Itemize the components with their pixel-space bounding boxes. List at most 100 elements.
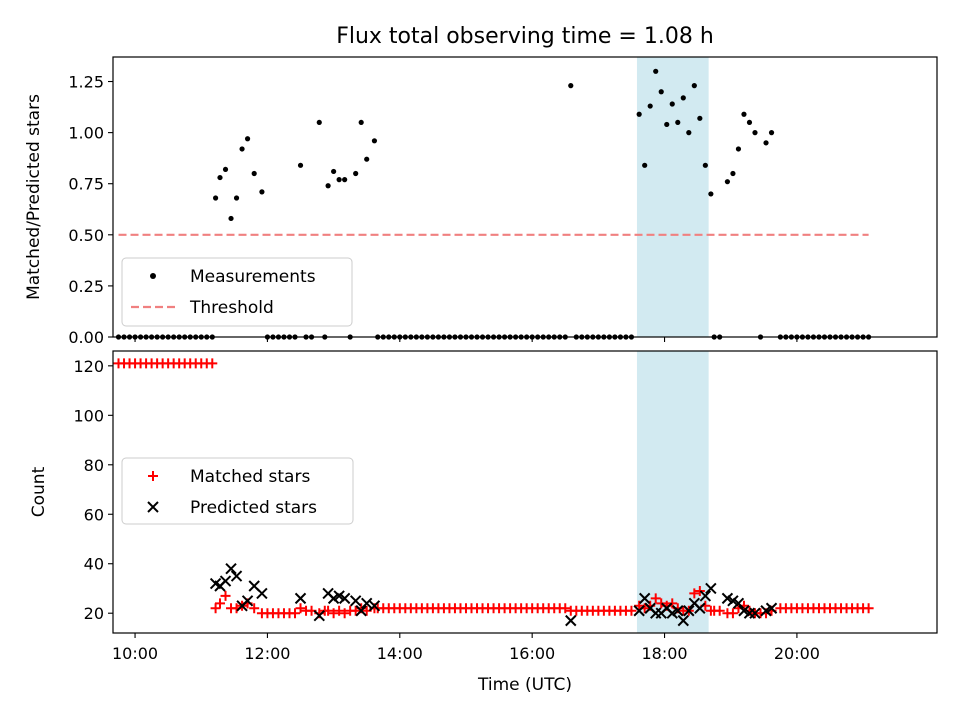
matched-stars-point-40 [334, 605, 345, 616]
measurements-point-5 [239, 146, 245, 152]
measurements-point-4 [233, 195, 240, 201]
predicted-stars-point-2 [219, 575, 232, 587]
bottom-y-tick-label-1: 40 [84, 555, 104, 574]
matched-stars-point-20 [220, 590, 231, 601]
x-tick-label-5: 20:00 [774, 644, 820, 663]
measurements-point-28 [680, 95, 686, 101]
predicted-stars-point-31 [694, 602, 706, 614]
matched-stars-point-109 [714, 605, 725, 616]
bottom-y-tick-label-2: 60 [84, 505, 104, 524]
measurements-point-2 [222, 166, 229, 173]
predicted-stars-point-3 [225, 562, 237, 575]
legend-threshold-label: Threshold [189, 298, 274, 318]
matched-stars-point-81 [560, 603, 571, 614]
top-y-axis-label: Matched/Predicted stars [24, 94, 44, 300]
predicted-stars-point-4 [230, 570, 243, 582]
top-subplot: 0.00 0.25 0.50 0.75 1.00 1.25 Matched/Predict… [24, 56, 938, 347]
predicted-stars-point-20 [633, 605, 645, 617]
matched-stars-point-94 [634, 600, 645, 611]
predicted-stars-point-27 [672, 605, 684, 617]
measurements-point-0 [212, 195, 219, 201]
measurements-point-29 [686, 130, 692, 136]
bottom-y-axis-label: Count [29, 466, 49, 517]
predicted-stars-point-28 [677, 614, 689, 627]
predicted-stars-point-17 [361, 597, 373, 610]
predicted-stars-point-41 [765, 602, 778, 614]
matched-stars-point-41 [339, 608, 350, 619]
legend-measurements-marker [150, 273, 156, 279]
x-axis-label: Time (UTC) [477, 675, 572, 695]
measurements-point-18 [371, 138, 378, 144]
bottom-y-tick-label-0: 20 [84, 604, 104, 623]
measurements-point-41 [768, 130, 775, 136]
bottom-y-tick-label-5: 120 [73, 357, 104, 376]
predicted-stars-point-10 [313, 609, 325, 622]
matched-stars-point-39 [328, 608, 339, 619]
x-tick-label-0: 10:00 [112, 644, 158, 663]
x-tick-label-3: 16:00 [509, 644, 555, 663]
measurements-point-16 [358, 119, 364, 126]
top-y-ticks: 0.00 0.25 0.50 0.75 1.00 1.25 [68, 73, 113, 347]
matched-stars-point-105 [694, 585, 705, 596]
measurements-point-27 [675, 119, 681, 126]
legend-x-glyph [147, 501, 159, 513]
measurements-point-21 [642, 162, 648, 168]
top-x-ticks [134, 337, 798, 342]
legend-predicted-stars-marker [147, 501, 159, 513]
top-y-tick-label-3: 0.75 [68, 175, 104, 194]
bottom-plot-marks [113, 358, 874, 627]
legend-predicted-stars-label: Predicted stars [190, 498, 317, 518]
legend-matched-stars-marker [148, 471, 158, 481]
bottom-x-ticks: 10:00 12:00 14:00 16:00 18:00 20:00 [112, 633, 820, 663]
chart-title: Flux total observing time = 1.08 h [336, 24, 714, 49]
measurements-point-13 [336, 177, 342, 183]
matched-stars-point-135 [863, 603, 874, 614]
measurements-point-30 [691, 83, 697, 89]
top-legend-box [121, 257, 353, 327]
x-tick-label-1: 12:00 [244, 644, 290, 663]
measurements-point-10 [316, 119, 322, 126]
predicted-stars-point-15 [349, 595, 362, 607]
matched-stars-point-18 [210, 603, 221, 614]
bottom-highlight-span [636, 351, 709, 633]
top-legend: Measurements Threshold [121, 257, 353, 327]
top-highlight-span [636, 57, 709, 337]
measurements-point-23 [653, 68, 659, 74]
matched-stars-point-32 [290, 608, 301, 619]
predicted-stars-point-19 [565, 614, 577, 627]
predicted-stars-point-8 [256, 587, 268, 600]
measurements-point-37 [741, 111, 747, 117]
matched-stars-point-93 [626, 605, 637, 616]
matched-stars-point-100 [667, 598, 678, 609]
measurements-point-8 [259, 189, 265, 195]
predicted-stars-point-18 [368, 600, 381, 612]
measurements-point-11 [325, 183, 331, 189]
measurements-point-17 [364, 156, 370, 162]
top-y-tick-label-5: 1.25 [68, 73, 104, 92]
top-y-tick-label-1: 0.25 [68, 277, 104, 296]
top-axes-frame [112, 56, 938, 338]
bottom-y-tick-label-3: 80 [84, 456, 104, 475]
predicted-stars-point-33 [705, 582, 717, 595]
measurements-point-7 [251, 170, 257, 177]
bottom-legend: Matched stars Predicted stars [121, 457, 354, 525]
matched-stars-point-43 [350, 605, 361, 616]
matched-stars-point-19 [214, 598, 225, 609]
measurements-point-20 [636, 111, 642, 117]
predicted-stars-point-16 [355, 605, 367, 617]
measurements-point-32 [702, 162, 708, 168]
predicted-stars-point-9 [294, 592, 307, 605]
measurements-point-14 [342, 177, 348, 183]
matched-stars-point-17 [207, 358, 218, 369]
measurements-point-6 [244, 136, 251, 142]
top-y-tick-label-2: 0.50 [68, 226, 104, 245]
legend-plus-glyph [148, 471, 158, 481]
predicted-stars-point-21 [638, 592, 651, 605]
top-y-tick-label-4: 1.00 [68, 124, 104, 143]
measurements-point-3 [228, 215, 234, 222]
measurements-point-35 [730, 170, 736, 177]
measurements-point-22 [647, 103, 653, 109]
predicted-stars-point-36 [732, 597, 745, 610]
measurements-point-33 [708, 191, 714, 197]
